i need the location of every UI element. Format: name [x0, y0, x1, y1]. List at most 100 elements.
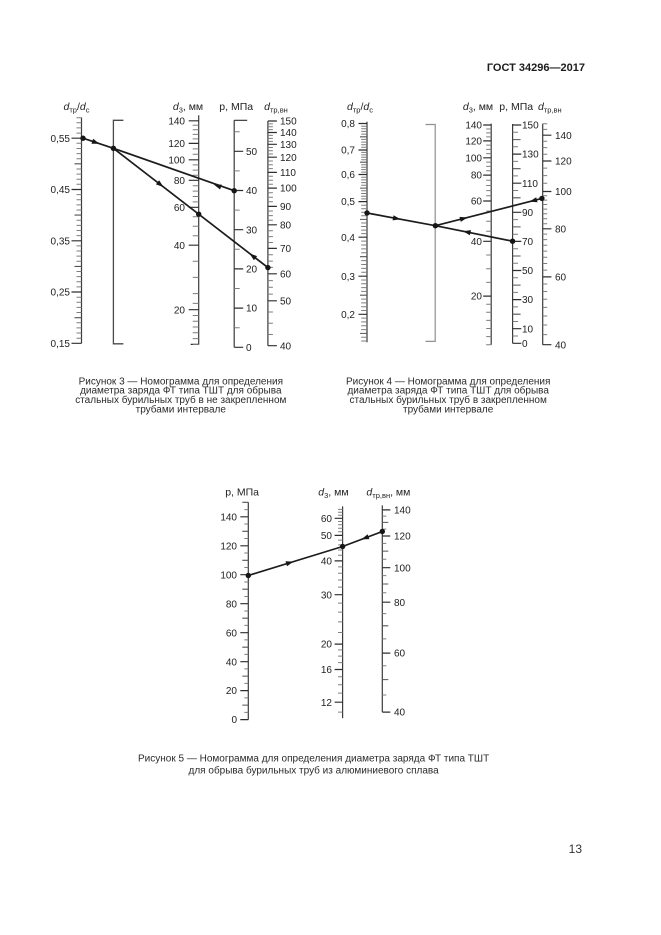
- svg-text:20: 20: [246, 265, 258, 276]
- svg-text:40: 40: [246, 186, 258, 197]
- svg-text:для обрыва бурильных труб из а: для обрыва бурильных труб из алюминиевог…: [189, 765, 440, 777]
- svg-text:40: 40: [321, 557, 333, 568]
- svg-text:90: 90: [522, 208, 534, 219]
- svg-text:0,55: 0,55: [51, 134, 71, 145]
- svg-text:100: 100: [394, 563, 411, 574]
- svg-text:120: 120: [168, 139, 185, 150]
- svg-text:р, МПа: р, МПа: [225, 487, 259, 499]
- svg-text:0,6: 0,6: [341, 170, 355, 181]
- svg-text:40: 40: [280, 341, 292, 352]
- svg-text:60: 60: [174, 203, 186, 214]
- svg-text:110: 110: [280, 168, 296, 179]
- svg-text:диаметра заряда ФТ типа ТШТ дл: диаметра заряда ФТ типа ТШТ для обрыва: [80, 385, 282, 397]
- svg-text:60: 60: [321, 514, 333, 525]
- svg-text:110: 110: [522, 179, 538, 190]
- svg-text:40: 40: [226, 657, 238, 668]
- svg-text:0,15: 0,15: [51, 339, 71, 350]
- svg-text:150: 150: [522, 121, 539, 132]
- svg-text:p, МПа: p, МПа: [219, 101, 253, 113]
- svg-text:30: 30: [522, 295, 534, 306]
- svg-text:0,35: 0,35: [51, 236, 71, 247]
- svg-text:60: 60: [555, 273, 567, 284]
- svg-text:0,3: 0,3: [341, 272, 355, 283]
- svg-text:d3, мм: d3, мм: [463, 101, 493, 115]
- svg-text:100: 100: [220, 570, 237, 581]
- svg-text:0: 0: [522, 339, 528, 350]
- svg-text:120: 120: [465, 137, 482, 148]
- svg-text:120: 120: [220, 541, 237, 552]
- svg-text:80: 80: [471, 171, 483, 182]
- svg-text:13: 13: [569, 842, 583, 856]
- svg-text:p, МПа: p, МПа: [499, 101, 533, 113]
- svg-text:80: 80: [280, 220, 292, 231]
- svg-text:50: 50: [246, 147, 258, 158]
- svg-text:d3, мм: d3, мм: [318, 487, 348, 501]
- svg-text:130: 130: [522, 150, 539, 161]
- svg-text:150: 150: [280, 117, 297, 128]
- svg-text:20: 20: [226, 686, 238, 697]
- svg-text:dтр,вн: dтр,вн: [264, 101, 288, 115]
- svg-text:60: 60: [471, 197, 483, 208]
- svg-text:80: 80: [555, 224, 567, 235]
- svg-text:диаметра заряда ФТ типа ТШТ дл: диаметра заряда ФТ типа ТШТ для обрыва: [347, 385, 549, 397]
- svg-text:Рисунок 3 — Номограмма для опр: Рисунок 3 — Номограмма для определения: [79, 376, 283, 387]
- svg-text:dтр,вн: dтр,вн: [538, 101, 562, 115]
- svg-text:50: 50: [522, 266, 534, 277]
- svg-text:120: 120: [394, 532, 411, 543]
- svg-text:Рисунок 4 — Номограмма для опр: Рисунок 4 — Номограмма для определения: [346, 376, 550, 387]
- svg-text:50: 50: [280, 296, 292, 307]
- svg-text:140: 140: [220, 512, 237, 523]
- svg-text:140: 140: [394, 506, 411, 517]
- svg-text:0: 0: [231, 715, 237, 726]
- svg-text:50: 50: [321, 531, 333, 542]
- svg-text:трубами интервале: трубами интервале: [403, 404, 494, 416]
- svg-text:Рисунок 5 — Номограмма для опр: Рисунок 5 — Номограмма для определения д…: [138, 753, 489, 764]
- svg-text:0: 0: [246, 343, 252, 354]
- svg-text:0,25: 0,25: [51, 288, 71, 299]
- svg-text:100: 100: [168, 155, 185, 166]
- svg-text:80: 80: [174, 176, 186, 187]
- svg-text:10: 10: [246, 304, 258, 315]
- svg-text:40: 40: [471, 237, 483, 248]
- svg-text:100: 100: [555, 187, 572, 198]
- svg-text:20: 20: [321, 640, 333, 651]
- svg-text:0,2: 0,2: [341, 310, 355, 321]
- svg-text:120: 120: [280, 153, 297, 164]
- svg-text:0,4: 0,4: [341, 233, 355, 244]
- svg-text:40: 40: [555, 340, 567, 351]
- svg-text:20: 20: [471, 292, 483, 303]
- svg-text:70: 70: [522, 237, 534, 248]
- svg-text:70: 70: [280, 244, 292, 255]
- svg-text:16: 16: [321, 665, 333, 676]
- svg-text:40: 40: [174, 241, 186, 252]
- svg-text:0,7: 0,7: [341, 146, 355, 157]
- svg-text:стальных бурильных труб в закр: стальных бурильных труб в закрепленном: [350, 394, 547, 406]
- svg-text:dтр,вн, мм: dтр,вн, мм: [366, 487, 410, 501]
- svg-text:120: 120: [555, 157, 572, 168]
- svg-text:ГОСТ 34296—2017: ГОСТ 34296—2017: [487, 62, 585, 74]
- svg-text:140: 140: [555, 131, 572, 142]
- svg-text:60: 60: [226, 628, 238, 639]
- svg-text:140: 140: [465, 121, 482, 132]
- svg-text:d3, мм: d3, мм: [173, 101, 203, 115]
- svg-text:стальных бурильных труб в не з: стальных бурильных труб в не закрепленно…: [75, 394, 286, 406]
- svg-text:dтр/dс: dтр/dс: [347, 101, 373, 115]
- svg-text:140: 140: [168, 116, 185, 127]
- svg-text:40: 40: [394, 708, 406, 719]
- svg-text:140: 140: [280, 128, 297, 139]
- svg-text:80: 80: [394, 598, 406, 609]
- svg-text:30: 30: [321, 590, 333, 601]
- svg-text:80: 80: [226, 599, 238, 610]
- svg-text:130: 130: [280, 140, 297, 151]
- svg-text:60: 60: [394, 649, 406, 660]
- svg-text:12: 12: [321, 698, 333, 709]
- svg-text:0,8: 0,8: [341, 119, 355, 130]
- svg-text:10: 10: [522, 324, 534, 335]
- svg-text:100: 100: [465, 153, 482, 164]
- svg-text:0,45: 0,45: [51, 185, 71, 196]
- svg-text:dтр/dс: dтр/dс: [64, 101, 90, 115]
- svg-text:100: 100: [280, 184, 297, 195]
- svg-text:60: 60: [280, 269, 292, 280]
- svg-text:30: 30: [246, 225, 258, 236]
- svg-text:90: 90: [280, 202, 292, 213]
